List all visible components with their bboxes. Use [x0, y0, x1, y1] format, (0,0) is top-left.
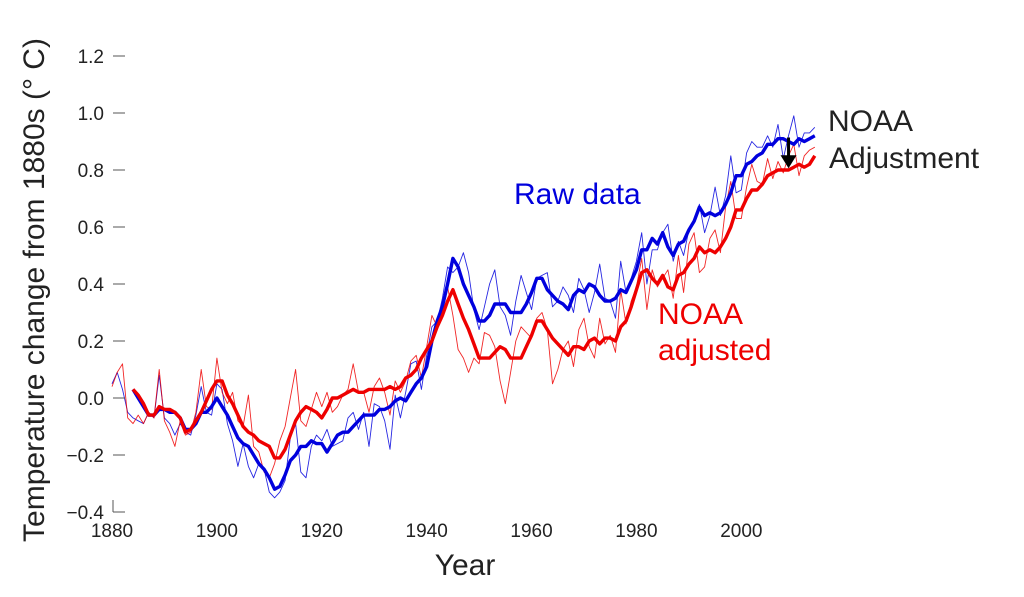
raw-data-smoothed-line [131, 134, 816, 491]
x-tick-label: 2000 [720, 521, 762, 542]
y-tick-label: 0.4 [78, 275, 105, 296]
noaa-adjusted-label-line1: NOAA [658, 298, 743, 331]
y-tick-label: −0.4 [66, 503, 104, 524]
noaa-adjusted-label-line2: adjusted [658, 334, 771, 367]
x-axis: 1880 1900 1920 1940 1960 1980 2000 [91, 521, 763, 542]
noaa-adjustment-label-line2: Adjustment [829, 142, 980, 175]
y-axis-label: Temperature change from 1880s (° C) [18, 38, 51, 542]
noaa-adjusted-smoothed-line [131, 154, 817, 460]
raw-data-label: Raw data [514, 178, 641, 211]
arrow-head [780, 155, 797, 169]
y-tick-label: −0.2 [66, 446, 104, 467]
plot-area [111, 115, 817, 499]
y-tick-label: 0.2 [78, 332, 104, 353]
y-axis: −0.4 −0.2 0.0 0.2 0.4 0.6 0.8 1.0 1.2 [66, 47, 125, 524]
x-tick-label: 1880 [91, 521, 133, 542]
y-tick-label: 1.2 [78, 47, 104, 68]
y-tick-label: 0.8 [78, 161, 104, 182]
x-tick-label: 1900 [196, 521, 238, 542]
smoothed-series [131, 134, 817, 491]
adjustment-arrow-icon [780, 137, 797, 169]
y-tick-label: 0.0 [78, 389, 104, 410]
x-axis-label: Year [435, 549, 496, 582]
noaa-adjustment-label-line1: NOAA [828, 105, 913, 138]
x-tick-label: 1920 [301, 521, 343, 542]
x-tick-label: 1980 [615, 521, 657, 542]
y-tick-label: 0.6 [78, 218, 104, 239]
x-tick-label: 1940 [406, 521, 448, 542]
x-tick-label: 1960 [510, 521, 552, 542]
y-tick-label: 1.0 [78, 104, 104, 125]
